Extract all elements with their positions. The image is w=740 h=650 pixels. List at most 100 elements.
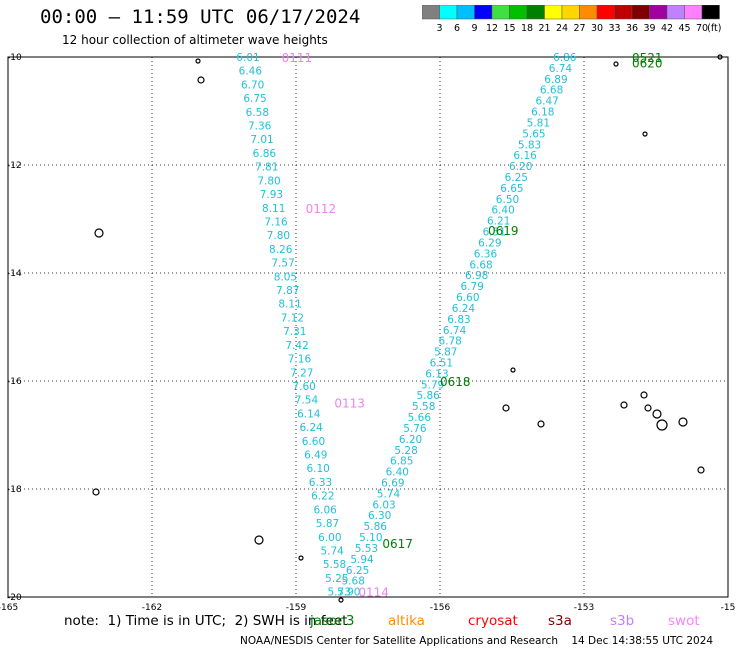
swh-value: 6.50 [496, 194, 519, 206]
legend-label: 45 [678, 23, 690, 34]
chart-subtitle: 12 hour collection of altimeter wave hei… [62, 33, 328, 47]
island-outline [195, 58, 201, 64]
chart-title: 00:00 – 11:59 UTC 06/17/2024 [40, 6, 361, 28]
swh-value: 6.70 [241, 79, 264, 91]
pass-time-label: 0111 [282, 51, 313, 65]
swh-value: 6.51 [483, 227, 506, 239]
swh-value: 5.90 [337, 587, 360, 599]
x-tick-label: -156 [430, 603, 451, 613]
swh-value: 6.74 [549, 63, 573, 75]
island-outline [620, 401, 628, 409]
swh-value: 6.47 [535, 96, 558, 108]
x-tick-label: -153 [574, 603, 594, 613]
swh-value: 6.24 [299, 422, 323, 434]
swh-value: 5.74 [320, 545, 344, 557]
swh-value: 6.46 [239, 66, 263, 78]
swh-value: 6.18 [531, 107, 554, 119]
swh-value: 6.86 [553, 52, 577, 64]
swh-value: 7.16 [288, 354, 312, 366]
swh-value: 7.16 [264, 216, 288, 228]
legend-label: 12 [486, 23, 498, 34]
y-tick-label: -20 [7, 593, 22, 603]
swh-value: 7.93 [260, 189, 283, 201]
x-tick-label: -159 [286, 603, 307, 613]
swh-value: 6.60 [456, 292, 479, 304]
pass-time-label: 0521 [632, 51, 663, 65]
island-outline [502, 404, 510, 412]
swh-value: 6.40 [491, 205, 514, 217]
swh-value: 6.58 [246, 107, 269, 119]
pass-time-label: 0619 [488, 224, 519, 238]
legend-label: 9 [471, 23, 477, 34]
legend-label: 39 [643, 23, 655, 34]
legend-label: 33 [608, 23, 620, 34]
pass-time-label: 0113 [334, 397, 365, 411]
satellite-name: s3a [548, 613, 572, 629]
swh-value: 6.10 [306, 463, 329, 475]
y-tick-label: -16 [7, 377, 22, 387]
satellite-name: jason3 [310, 613, 355, 629]
legend-label: 21 [538, 23, 550, 34]
swh-value: 6.68 [469, 259, 492, 271]
legend-label: 24 [556, 23, 568, 34]
swh-value: 6.83 [447, 314, 470, 326]
swh-value: 8.05 [274, 271, 297, 283]
color-legend: 3 6 9 12 15 18 21 24 27 30 33 36 39 42 45 70 (ft) [422, 5, 722, 34]
swh-value: 6.74 [443, 325, 467, 337]
swh-value: 8.26 [269, 244, 293, 256]
legend-unit: (ft) [707, 23, 721, 34]
swh-value: 6.69 [381, 477, 404, 489]
swh-value: 6.89 [544, 74, 567, 86]
swh-value: 7.54 [295, 395, 319, 407]
legend-label: 70 [696, 23, 708, 34]
swh-value: 5.73 [328, 587, 351, 599]
swh-value: 5.58 [412, 401, 435, 413]
x-tick-label: -15 [721, 603, 736, 613]
swh-value: 7.01 [250, 134, 273, 146]
swh-value: 7.31 [283, 326, 306, 338]
swh-value: 7.87 [276, 285, 299, 297]
swh-value: 6.49 [304, 450, 327, 462]
pass-time-label: 0617 [382, 537, 413, 551]
swh-value: 5.25 [325, 573, 348, 585]
swh-value: 7.12 [281, 312, 304, 324]
legend-label: 15 [503, 23, 515, 34]
y-tick-label: -12 [7, 161, 22, 171]
footer-credit: NOAA/NESDIS Center for Satellite Applica… [240, 635, 714, 647]
pass-time-label: 0620 [632, 56, 663, 70]
footer-note: note: 1) Time is in UTC; 2) SWH is in fe… [64, 613, 348, 629]
swh-value: 8.11 [278, 299, 301, 311]
swh-value: 6.33 [309, 477, 332, 489]
swh-value: 7.57 [271, 258, 294, 270]
x-tick-label: -162 [142, 603, 162, 613]
swh-value: 5.76 [403, 423, 427, 435]
swh-value: 6.22 [311, 491, 334, 503]
satellite-name: cryosat [468, 613, 518, 629]
swh-value: 7.42 [285, 340, 308, 352]
legend-label: 36 [626, 23, 638, 34]
legend-label: 27 [573, 23, 585, 34]
island-outline [642, 131, 648, 137]
swh-value: 6.13 [425, 368, 448, 380]
island-outline [254, 535, 264, 545]
legend-label: 6 [454, 23, 460, 34]
legend-swatch [701, 5, 720, 20]
swh-value: 5.83 [518, 139, 541, 151]
plot-frame [7, 56, 729, 598]
swh-value: 6.01 [236, 52, 259, 64]
island-outline [656, 419, 668, 431]
swh-value: 6.20 [399, 434, 422, 446]
swh-value: 6.98 [465, 270, 488, 282]
legend-label: 3 [436, 23, 442, 34]
swh-value: 5.74 [377, 488, 401, 500]
island-outline [717, 54, 723, 60]
island-outline [298, 555, 304, 561]
swh-value: 6.21 [487, 216, 510, 228]
y-tick-label: -18 [7, 485, 22, 495]
island-outline [197, 76, 205, 84]
island-outline [92, 488, 100, 496]
swh-value: 6.65 [500, 183, 523, 195]
swh-value: 6.03 [372, 499, 395, 511]
swh-value: 7.27 [290, 367, 313, 379]
